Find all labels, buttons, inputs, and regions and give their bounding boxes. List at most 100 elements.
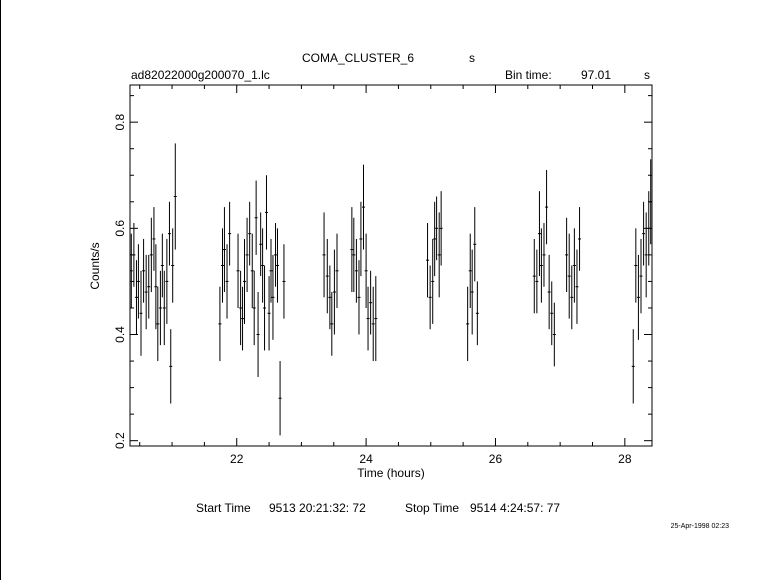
- object-title: COMA_CLUSTER_6: [302, 51, 414, 65]
- data-point: [156, 286, 160, 362]
- data-point: [278, 361, 282, 436]
- y-tick-label: 0.4: [113, 326, 127, 343]
- data-point: [537, 191, 541, 277]
- y-axis-label: Counts/s: [88, 242, 102, 289]
- data-point: [359, 201, 363, 277]
- data-point: [572, 228, 576, 303]
- object-title-unit: s: [469, 51, 475, 65]
- data-point: [366, 286, 370, 351]
- data-point: [228, 201, 232, 266]
- x-tick-label: 28: [618, 452, 632, 466]
- x-axis-ticks: 22 24 26 28: [139, 85, 632, 466]
- data-point: [218, 286, 222, 362]
- y-axis-ticks: 0.2 0.4 0.6 0.8: [113, 95, 652, 449]
- plot-frame: [129, 84, 653, 447]
- y-tick-label: 0.6: [113, 220, 127, 237]
- data-point: [335, 233, 339, 308]
- data-point: [470, 249, 474, 335]
- x-tick-label: 22: [230, 452, 244, 466]
- data-point: [160, 233, 164, 298]
- data-point: [550, 281, 554, 346]
- data-point: [535, 249, 539, 314]
- data-point: [578, 207, 582, 271]
- data-point: [169, 329, 173, 404]
- data-point: [167, 201, 171, 266]
- data-point: [552, 302, 556, 367]
- data-point: [242, 238, 246, 324]
- data-point: [282, 244, 286, 319]
- data-point: [263, 265, 267, 351]
- data-point: [248, 201, 252, 266]
- data-point: [542, 223, 546, 287]
- data-point: [267, 276, 271, 351]
- data-point: [220, 228, 224, 303]
- data-point: [171, 228, 175, 303]
- data-point: [352, 217, 356, 293]
- data-point: [165, 238, 169, 324]
- data-point: [132, 223, 136, 287]
- data-point: [142, 238, 146, 303]
- data-point: [252, 270, 256, 346]
- data-point: [322, 212, 326, 298]
- data-point: [129, 233, 133, 308]
- data-point: [222, 207, 226, 293]
- stop-time-value: 9514 4:24:57: 77: [470, 501, 560, 515]
- bin-time-label: Bin time:: [505, 68, 552, 82]
- data-point: [152, 207, 156, 271]
- data-point: [433, 201, 437, 277]
- data-point: [250, 233, 254, 308]
- data-point: [144, 254, 148, 330]
- data-point: [264, 175, 268, 250]
- x-tick-label: 26: [489, 452, 503, 466]
- y-tick-label: 0.8: [113, 113, 127, 130]
- data-point: [256, 292, 260, 377]
- data-point: [428, 265, 432, 330]
- data-point: [241, 286, 245, 351]
- data-point: [636, 254, 640, 340]
- x-axis-label: Time (hours): [357, 466, 425, 480]
- data-point: [647, 191, 651, 266]
- start-time-value: 9513 20:21:32: 72: [269, 501, 366, 515]
- file-name: ad82022000g200070_1.lc: [131, 68, 270, 82]
- data-point: [134, 260, 138, 335]
- data-point: [269, 238, 273, 303]
- data-point: [261, 228, 265, 303]
- data-point: [136, 244, 140, 319]
- data-point: [435, 196, 439, 261]
- data-point: [275, 228, 279, 303]
- data-point: [570, 265, 574, 330]
- bin-time-value: 97.01: [581, 68, 611, 82]
- data-point: [362, 164, 366, 250]
- data-point: [154, 244, 158, 330]
- x-tick-label: 24: [359, 452, 373, 466]
- data-point: [539, 228, 543, 303]
- data-point: [475, 281, 479, 346]
- data-point: [639, 238, 643, 314]
- data-point: [439, 191, 443, 266]
- data-point: [426, 223, 430, 298]
- data-point: [162, 270, 166, 346]
- data-point: [271, 254, 275, 340]
- data-point: [642, 201, 646, 266]
- data-point: [330, 292, 334, 356]
- data-points: [129, 143, 653, 436]
- data-point: [634, 228, 638, 303]
- stop-time-label: Stop Time: [405, 501, 459, 515]
- data-point: [631, 329, 635, 404]
- data-point: [567, 233, 571, 319]
- data-point: [575, 249, 579, 324]
- y-tick-label: 0.2: [113, 432, 127, 449]
- data-point: [173, 143, 177, 250]
- data-point: [236, 233, 240, 308]
- data-point: [644, 212, 648, 298]
- data-point: [369, 270, 373, 335]
- data-point: [354, 238, 358, 303]
- data-point: [158, 270, 162, 346]
- data-point: [545, 169, 549, 245]
- data-point: [357, 260, 361, 335]
- data-point: [245, 217, 249, 293]
- data-point: [328, 265, 332, 330]
- data-point: [254, 180, 258, 255]
- data-point: [225, 244, 229, 319]
